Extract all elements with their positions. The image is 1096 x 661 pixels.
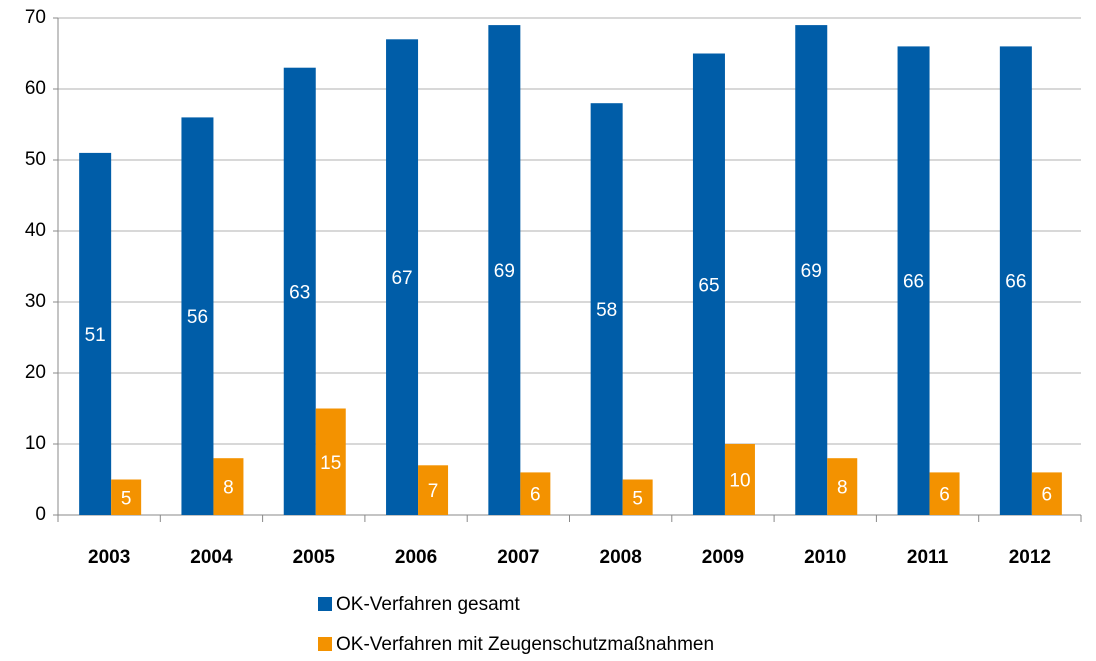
bar xyxy=(827,458,858,515)
data-label: 6 xyxy=(530,485,541,506)
data-label: 8 xyxy=(837,478,848,499)
legend-label: OK-Verfahren gesamt xyxy=(336,594,520,615)
data-label: 51 xyxy=(85,325,106,346)
x-tick-label: 2012 xyxy=(1009,547,1051,568)
bar xyxy=(181,117,214,516)
bar xyxy=(795,25,828,515)
bar xyxy=(386,39,419,516)
data-label: 67 xyxy=(391,268,412,289)
data-label: 56 xyxy=(187,307,208,328)
y-tick-label: 60 xyxy=(25,78,46,99)
data-label: 6 xyxy=(939,485,950,506)
bar xyxy=(929,472,960,515)
x-tick-label: 2010 xyxy=(804,547,846,568)
bar xyxy=(488,25,521,515)
x-tick-label: 2004 xyxy=(190,547,233,568)
bar xyxy=(213,458,244,515)
x-tick-label: 2006 xyxy=(395,547,437,568)
data-label: 66 xyxy=(903,272,924,293)
bar xyxy=(79,152,112,515)
bar xyxy=(622,479,653,515)
data-label: 5 xyxy=(632,488,643,509)
data-label: 10 xyxy=(729,471,750,492)
x-tick-label: 2011 xyxy=(907,547,949,568)
y-tick-label: 70 xyxy=(25,7,46,28)
data-label: 58 xyxy=(596,300,617,321)
bar xyxy=(897,46,930,516)
data-label: 69 xyxy=(494,261,515,282)
bar xyxy=(111,479,142,515)
data-label: 7 xyxy=(428,481,439,502)
legend-swatch xyxy=(318,597,332,611)
bar xyxy=(692,53,725,515)
x-tick-label: 2005 xyxy=(293,547,336,568)
data-label: 63 xyxy=(289,282,310,303)
data-label: 69 xyxy=(801,261,822,282)
x-tick-label: 2007 xyxy=(497,547,539,568)
x-tick-label: 2008 xyxy=(600,547,642,568)
y-tick-label: 50 xyxy=(25,149,46,170)
y-tick-label: 20 xyxy=(25,362,46,383)
legend-swatch xyxy=(318,637,332,651)
data-label: 5 xyxy=(121,488,132,509)
y-tick-label: 10 xyxy=(25,433,46,454)
y-tick-label: 40 xyxy=(25,220,46,241)
bar xyxy=(418,465,449,515)
bar xyxy=(315,408,346,515)
y-tick-label: 0 xyxy=(35,504,46,525)
bar xyxy=(1031,472,1062,515)
bar xyxy=(520,472,551,515)
bar xyxy=(999,46,1032,516)
x-tick-label: 2003 xyxy=(88,547,130,568)
data-label: 8 xyxy=(223,478,234,499)
bar xyxy=(590,103,623,515)
bar xyxy=(283,67,316,515)
bar xyxy=(724,444,755,515)
data-label: 6 xyxy=(1042,485,1053,506)
data-label: 15 xyxy=(320,453,341,474)
x-tick-label: 2009 xyxy=(702,547,744,568)
data-label: 65 xyxy=(698,275,719,296)
legend-label: OK-Verfahren mit Zeugenschutzmaßnahmen xyxy=(336,634,714,655)
data-label: 66 xyxy=(1005,272,1026,293)
y-tick-label: 30 xyxy=(25,291,46,312)
